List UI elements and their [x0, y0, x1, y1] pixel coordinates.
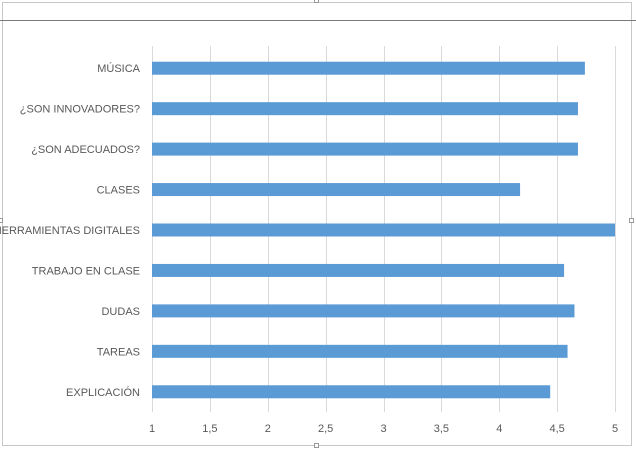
x-tick-label: 4,5	[549, 423, 564, 435]
category-label: HERRAMIENTAS DIGITALES	[0, 225, 140, 237]
x-tick-label: 3,5	[434, 423, 449, 435]
bar-dudas	[152, 304, 575, 318]
category-label: MÚSICA	[97, 62, 140, 75]
bar-clases	[152, 183, 521, 197]
category-label: EXPLICACIÓN	[66, 386, 140, 399]
x-tick-label: 2,5	[318, 423, 333, 435]
bar-son-innovadores	[152, 102, 578, 116]
x-tick-label: 2	[265, 423, 271, 435]
category-label: TAREAS	[97, 346, 140, 358]
resize-handle-top[interactable]	[314, 0, 319, 3]
top-divider	[0, 20, 636, 21]
category-label: ¿SON INNOVADORES?	[20, 104, 140, 116]
x-tick-label: 5	[612, 423, 618, 435]
x-tick-label: 3	[380, 423, 386, 435]
x-tick-label: 4	[496, 423, 502, 435]
category-label: ¿SON ADECUADOS?	[31, 144, 140, 156]
resize-handle-left[interactable]	[0, 218, 3, 223]
x-tick-label: 1,5	[202, 423, 217, 435]
resize-handle-bottom[interactable]	[314, 443, 319, 448]
category-label: DUDAS	[101, 306, 140, 318]
bar-herramientas-digitales	[152, 223, 615, 237]
resize-handle-right[interactable]	[629, 218, 634, 223]
bar-son-adecuados	[152, 142, 578, 156]
bars	[152, 61, 615, 399]
category-label: CLASES	[97, 185, 140, 197]
bar-explicacion	[152, 385, 551, 399]
category-labels: MÚSICA ¿SON INNOVADORES? ¿SON ADECUADOS? CL…	[0, 62, 141, 399]
category-label: TRABAJO EN CLASE	[32, 265, 140, 277]
bar-tareas	[152, 344, 568, 358]
x-tick-labels: 1 1,5 2 2,5 3 3,5 4 4,5 5	[149, 423, 618, 435]
x-tick-label: 1	[149, 423, 155, 435]
bar-musica	[152, 61, 585, 75]
bar-trabajo-en-clase	[152, 263, 565, 277]
